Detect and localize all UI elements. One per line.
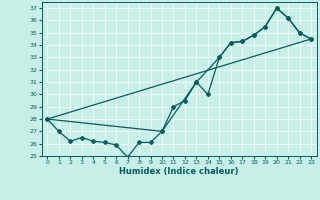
X-axis label: Humidex (Indice chaleur): Humidex (Indice chaleur) xyxy=(119,167,239,176)
